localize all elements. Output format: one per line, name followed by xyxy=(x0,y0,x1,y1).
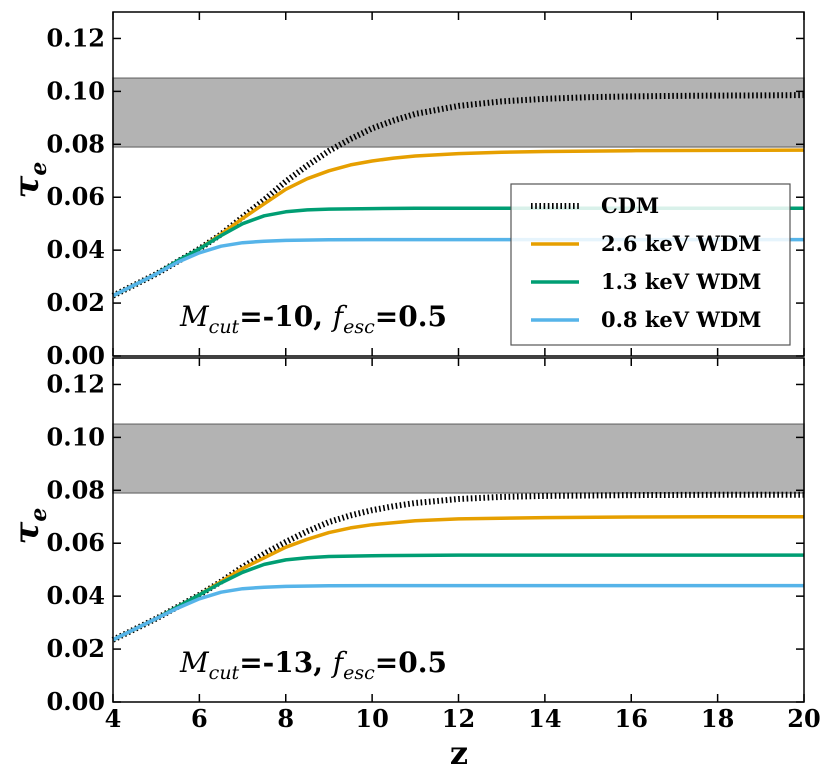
y-tick-label: 0.12 xyxy=(47,369,105,398)
y-tick-label: 0.12 xyxy=(47,23,105,52)
annotation: Mcut=-10, fesc=0.5 xyxy=(179,300,447,338)
x-tick-label: 10 xyxy=(355,704,388,733)
y-tick-label: 0.02 xyxy=(47,288,105,317)
bottom-panel: 4 6 8 10 12 14 16 18 20 0.00 0.02 0.04 0.06 0.08 0.10 0… xyxy=(7,357,821,733)
series-line-cdm xyxy=(111,92,805,299)
series-line-1-3-kev-wdm xyxy=(112,553,804,642)
series-line-2-6-kev-wdm xyxy=(112,515,804,642)
legend-box xyxy=(510,183,791,346)
legend-label: 0.8 keV WDM xyxy=(601,307,761,332)
legend: CDM 2.6 keV WDM 1.3 keV WDM 0.8 keV WDM xyxy=(510,183,791,346)
y-tick-label: 0.08 xyxy=(47,129,105,158)
legend-label: CDM xyxy=(601,193,659,218)
observational-band xyxy=(112,423,805,494)
y-tick-label: 0.04 xyxy=(47,235,105,264)
y-tick-label: 0.02 xyxy=(47,634,105,663)
y-tick-label: 0.00 xyxy=(47,341,105,370)
x-tick-label: 8 xyxy=(277,704,294,733)
plot-frame xyxy=(112,357,805,703)
top-panel: 0.00 0.02 0.04 0.06 0.08 0.10 0.12 τe Mcut=-10, … xyxy=(7,11,805,370)
legend-label: 2.6 keV WDM xyxy=(601,231,761,256)
x-tick-label: 4 xyxy=(105,704,122,733)
y-tick-label: 0.08 xyxy=(47,475,105,504)
x-tick-label: 16 xyxy=(615,704,648,733)
y-tick-label: 0.10 xyxy=(47,422,105,451)
observational-band xyxy=(112,77,805,148)
legend-label: 1.3 keV WDM xyxy=(601,269,761,294)
series-line-0-8-kev-wdm xyxy=(112,583,804,642)
y-tick-label: 0.06 xyxy=(47,182,105,211)
y-tick-label: 0.10 xyxy=(47,76,105,105)
annotation: Mcut=-13, fesc=0.5 xyxy=(179,646,447,684)
y-tick-label: 0.06 xyxy=(47,528,105,557)
x-tick-label: 12 xyxy=(442,704,475,733)
y-axis-label: τe xyxy=(7,162,52,199)
y-tick-label: 0.04 xyxy=(47,581,105,610)
x-tick-label: 20 xyxy=(787,704,820,733)
y-tick-label: 0.00 xyxy=(47,687,105,716)
x-tick-label: 14 xyxy=(528,704,561,733)
x-axis-label: z xyxy=(450,734,468,769)
x-tick-label: 18 xyxy=(701,704,734,733)
y-axis-label: τe xyxy=(7,508,52,545)
x-tick-label: 6 xyxy=(191,704,208,733)
